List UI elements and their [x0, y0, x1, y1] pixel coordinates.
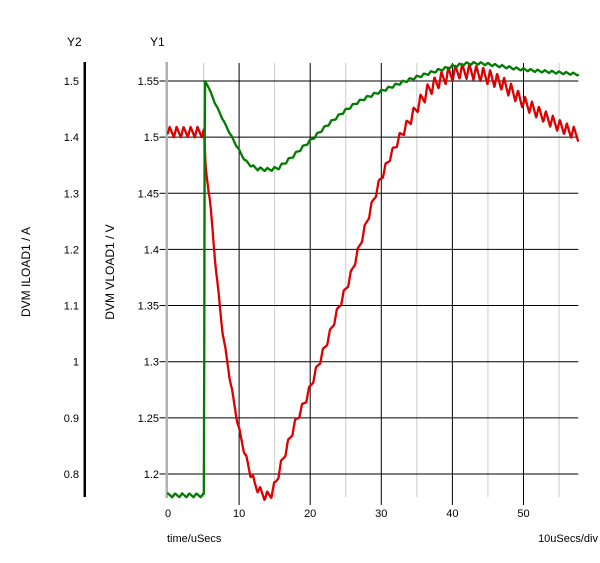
x-tick-label: 20	[304, 508, 316, 520]
x-tick-label: 40	[446, 508, 458, 520]
y1-axis-line	[165, 62, 168, 498]
y2-tick-label: 1	[73, 357, 79, 369]
y1-tick-label: 1.45	[138, 188, 159, 200]
x-tick-label: 30	[375, 508, 387, 520]
y1-tick-label: 1.2	[144, 469, 159, 481]
x-tick-label: 0	[165, 508, 171, 520]
y2-tick-label: 0.9	[64, 413, 79, 425]
y2-tick-label: 1.4	[64, 132, 79, 144]
trace-dvm-vload1	[166, 62, 580, 501]
y2-axis-title: Y2	[67, 35, 82, 49]
y2-tick-label: 1.3	[64, 188, 79, 200]
y1-tick-label: 1.35	[138, 301, 159, 313]
trace-dvm-iload1	[166, 61, 580, 499]
y1-tick-label: 1.3	[144, 357, 159, 369]
y2-tick-label: 1.1	[64, 301, 79, 313]
y2-tick-label: 1.2	[64, 244, 79, 256]
y1-tick-label: 1.25	[138, 413, 159, 425]
x-scale-note: 10uSecs/div	[538, 533, 598, 545]
x-tick-label: 50	[517, 508, 529, 520]
x-axis-name: time/uSecs	[167, 533, 222, 545]
y2-tick-label: 1.5	[64, 76, 79, 88]
y1-tick-label: 1.5	[144, 132, 159, 144]
y2-axis-line	[83, 62, 86, 497]
y1-tick-label: 1.4	[144, 244, 159, 256]
y2-tick-label: 0.8	[64, 469, 79, 481]
y1-axis-title: Y1	[150, 35, 165, 49]
y1-tick-label: 1.55	[138, 76, 159, 88]
x-tick-label: 10	[233, 508, 245, 520]
